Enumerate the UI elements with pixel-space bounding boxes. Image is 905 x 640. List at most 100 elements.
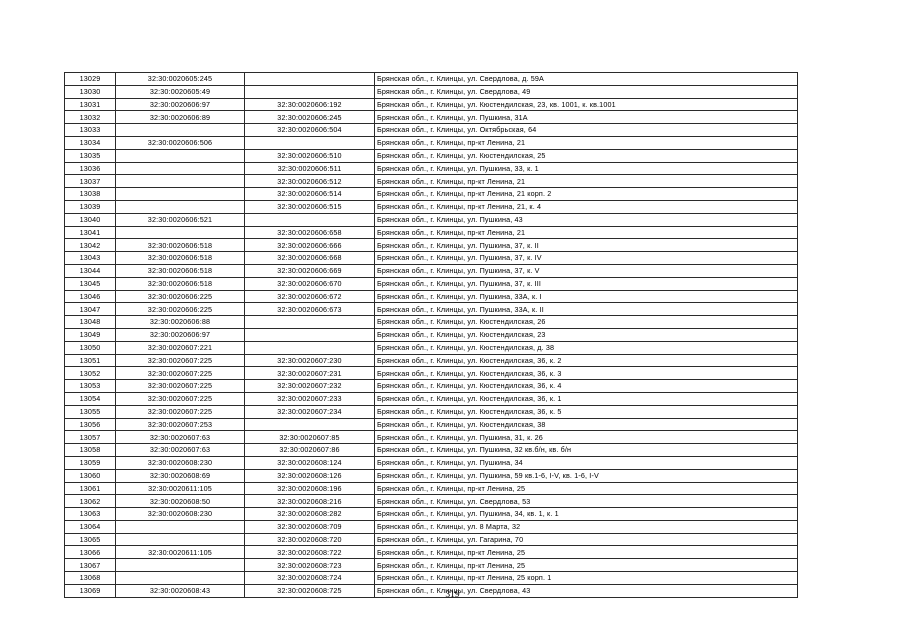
cell-cadastral-number-2: 32:30:0020606:514 [244,187,375,201]
cell-cadastral-number-2: 32:30:0020608:709 [244,519,375,534]
cell-cadastral-number-2 [244,315,375,329]
cell-record-id: 13063 [64,507,116,521]
cell-record-id: 13038 [64,187,116,201]
cell-record-id: 13048 [64,315,116,329]
cell-cadastral-number-2: 32:30:0020608:216 [244,494,375,509]
table-row: 13061 32:30:0020611:105 32:30:0020608:196 Б… [64,481,798,496]
cell-cadastral-number-2: 32:30:0020608:723 [244,558,375,573]
cell-address: Брянская обл., г. Клинцы, ул. Кюстендилс… [374,353,798,368]
cell-record-id: 13042 [64,238,116,253]
cell-record-id: 13033 [64,123,116,137]
cell-record-id: 13030 [64,84,116,99]
cell-record-id: 13053 [64,379,116,393]
cell-cadastral-number-1: 32:30:0020607:225 [115,379,245,393]
cell-record-id: 13059 [64,455,116,470]
cell-cadastral-number-1 [115,199,245,214]
cell-address: Брянская обл., г. Клинцы, ул. Кюстендилс… [374,366,798,381]
cell-cadastral-number-2: 32:30:0020607:230 [244,353,375,368]
cell-address: Брянская обл., г. Клинцы, ул. Пушкина, 3… [374,430,798,445]
table-row: 13045 32:30:0020606:518 32:30:0020606:670 Б… [64,276,798,291]
cell-address: Брянская обл., г. Клинцы, ул. Пушкина, 3… [374,110,798,125]
cell-cadastral-number-2: 32:30:0020606:670 [244,276,375,291]
cell-cadastral-number-1: 32:30:0020606:518 [115,263,245,278]
cell-cadastral-number-1: 32:30:0020611:105 [115,545,245,560]
table-row: 13052 32:30:0020607:225 32:30:0020607:231 Б… [64,366,798,381]
cell-record-id: 13057 [64,430,116,445]
cell-address: Брянская обл., г. Клинцы, ул. Свердлова,… [374,72,798,86]
table-row: 13044 32:30:0020606:518 32:30:0020606:669 Б… [64,263,798,278]
cell-cadastral-number-1: 32:30:0020607:225 [115,366,245,381]
cell-cadastral-number-1: 32:30:0020608:69 [115,468,245,483]
table-row: 13069 32:30:0020608:43 32:30:0020608:725 Бр… [64,583,798,598]
cell-record-id: 13055 [64,404,116,419]
cell-address: Брянская обл., г. Клинцы, ул. Октябрьска… [374,123,798,137]
cell-cadastral-number-2: 32:30:0020608:126 [244,468,375,483]
cell-address: Брянская обл., г. Клинцы, ул. Пушкина, 3… [374,507,798,521]
cell-address: Брянская обл., г. Клинцы, пр-кт Ленина, … [374,481,798,496]
cell-cadastral-number-2: 32:30:0020607:233 [244,391,375,406]
table-row: 13035 32:30:0020606:510 Брянская обл., г. … [64,148,798,163]
cell-cadastral-number-1: 32:30:0020606:521 [115,212,245,227]
cell-cadastral-number-2: 32:30:0020607:231 [244,366,375,381]
cell-address: Брянская обл., г. Клинцы, ул. 8 Марта, 3… [374,519,798,534]
cell-record-id: 13036 [64,161,116,176]
cell-record-id: 13047 [64,302,116,317]
cell-record-id: 13029 [64,72,116,86]
table-row: 13031 32:30:0020606:97 32:30:0020606:192 Бр… [64,97,798,112]
cell-record-id: 13041 [64,225,116,240]
cell-cadastral-number-2 [244,135,375,150]
cell-cadastral-number-2: 32:30:0020606:673 [244,302,375,317]
cell-cadastral-number-1: 32:30:0020606:89 [115,110,245,125]
cell-record-id: 13052 [64,366,116,381]
cell-cadastral-number-1: 32:30:0020608:230 [115,507,245,521]
table-row: 13058 32:30:0020607:63 32:30:0020607:86 Бря… [64,443,798,457]
cell-address: Брянская обл., г. Клинцы, пр-кт Ленина, … [374,545,798,560]
table-row: 13065 32:30:0020608:720 Брянская обл., г. … [64,532,798,547]
cell-cadastral-number-2: 32:30:0020606:672 [244,289,375,304]
cell-cadastral-number-1 [115,148,245,163]
cell-address: Брянская обл., г. Клинцы, ул. Гагарина, … [374,532,798,547]
table-row: 13062 32:30:0020608:50 32:30:0020608:216 Бр… [64,494,798,509]
cell-record-id: 13046 [64,289,116,304]
cell-cadastral-number-2: 32:30:0020607:85 [244,430,375,445]
cell-cadastral-number-1: 32:30:0020608:43 [115,583,245,598]
cell-cadastral-number-1: 32:30:0020607:253 [115,417,245,432]
cell-record-id: 13043 [64,251,116,265]
cell-record-id: 13061 [64,481,116,496]
table-row: 13030 32:30:0020605:49 Брянская обл., г. К… [64,84,798,99]
cell-address: Брянская обл., г. Клинцы, ул. Пушкина, 3… [374,238,798,253]
cell-cadastral-number-1 [115,123,245,137]
cell-cadastral-number-1: 32:30:0020606:518 [115,251,245,265]
cell-cadastral-number-2: 32:30:0020608:720 [244,532,375,547]
cell-cadastral-number-2 [244,417,375,432]
cell-cadastral-number-1: 32:30:0020606:225 [115,289,245,304]
cell-record-id: 13062 [64,494,116,509]
cell-record-id: 13035 [64,148,116,163]
cell-cadastral-number-1: 32:30:0020607:225 [115,353,245,368]
table-row: 13038 32:30:0020606:514 Брянская обл., г. … [64,187,798,201]
cell-address: Брянская обл., г. Клинцы, ул. Пушкина, 3… [374,263,798,278]
cell-record-id: 13040 [64,212,116,227]
cell-cadastral-number-1 [115,161,245,176]
table-row: 13041 32:30:0020606:658 Брянская обл., г. … [64,225,798,240]
table-row: 13036 32:30:0020606:511 Брянская обл., г. … [64,161,798,176]
cell-record-id: 13060 [64,468,116,483]
cell-record-id: 13031 [64,97,116,112]
cell-record-id: 13044 [64,263,116,278]
cell-record-id: 13058 [64,443,116,457]
table-row: 13063 32:30:0020608:230 32:30:0020608:282 Б… [64,507,798,521]
table-row: 13047 32:30:0020606:225 32:30:0020606:673 Б… [64,302,798,317]
cell-cadastral-number-2: 32:30:0020608:725 [244,583,375,598]
cell-cadastral-number-2: 32:30:0020607:232 [244,379,375,393]
cell-cadastral-number-1: 32:30:0020607:225 [115,391,245,406]
cell-cadastral-number-2: 32:30:0020608:124 [244,455,375,470]
cell-cadastral-number-1: 32:30:0020608:50 [115,494,245,509]
cell-address: Брянская обл., г. Клинцы, ул. Пушкина, 3… [374,455,798,470]
cell-cadastral-number-2: 32:30:0020606:511 [244,161,375,176]
cell-cadastral-number-1: 32:30:0020606:506 [115,135,245,150]
cell-cadastral-number-1: 32:30:0020606:97 [115,327,245,342]
cell-address: Брянская обл., г. Клинцы, ул. Кюстендилс… [374,379,798,393]
cell-record-id: 13045 [64,276,116,291]
cell-address: Брянская обл., г. Клинцы, ул. Кюстендилс… [374,340,798,355]
